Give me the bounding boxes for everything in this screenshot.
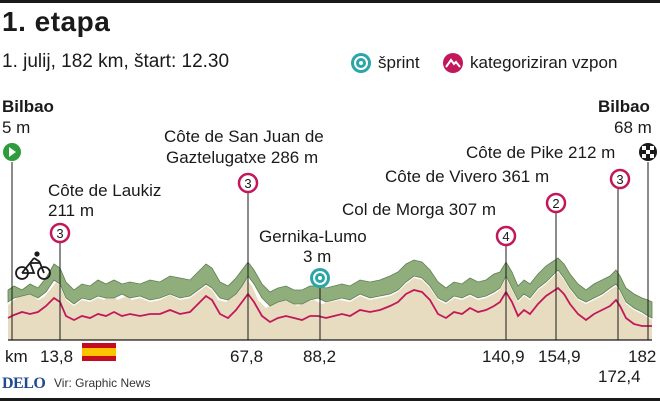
legend-climb: kategoriziran vzpon: [442, 52, 617, 74]
climb-icon: [443, 53, 463, 73]
sprint-icon: [351, 53, 371, 73]
climb-cat-pike: 3: [616, 172, 623, 187]
climb-badge-laukiz: 3: [49, 222, 71, 244]
finish-city: Bilbao: [598, 97, 650, 116]
km-pike: 172,4: [598, 367, 641, 386]
profile-fill: [8, 272, 652, 340]
start-icon: [3, 143, 21, 161]
legend-climb-label: kategoriziran vzpon: [470, 53, 618, 72]
km-sanjuan: 67,8: [230, 347, 264, 366]
spain-flag-icon: [82, 343, 116, 361]
climb-label-morga: Col de Morga 307 m: [342, 200, 497, 219]
climb-cat-vivero: 2: [552, 196, 559, 211]
top-rule: [0, 0, 660, 3]
climb-label-sanjuan-2: Gaztelugatxe 286 m: [166, 148, 319, 167]
legend-sprint-label: šprint: [378, 53, 420, 72]
climb-label-pike: Côte de Pike 212 m: [466, 143, 616, 162]
sprint-elevation: 3 m: [303, 247, 332, 266]
legend-sprint: šprint: [350, 52, 420, 74]
finish-flag-icon: [639, 143, 657, 161]
start-city: Bilbao: [2, 97, 54, 116]
terrain-ridge: [7, 257, 653, 319]
climb-label-vivero: Côte de Vivero 361 m: [385, 167, 550, 186]
route-line: [7, 286, 652, 327]
km-morga: 140,9: [482, 347, 525, 366]
climb-badge-sanjuan: 3: [237, 172, 259, 194]
climb-label-sanjuan: Côte de San Juan de: [164, 127, 324, 146]
cyclist-icon: [15, 251, 51, 280]
start-elevation: 5 m: [2, 118, 31, 137]
climb-cat-sanjuan: 3: [244, 176, 251, 191]
page-title: 1. etapa: [2, 6, 111, 37]
climb-badge-pike: 3: [609, 168, 631, 190]
sprint-marker-icon: [310, 268, 330, 288]
climb-cat-morga: 4: [502, 229, 509, 244]
climb-cat-laukiz: 3: [56, 226, 63, 241]
brand-logo: DELO: [2, 375, 46, 392]
climb-elev-laukiz: 211 m: [48, 201, 94, 220]
climb-badge-vivero: 2: [545, 192, 567, 214]
stage-subtitle: 1. julij, 182 km, štart: 12.30: [2, 51, 230, 72]
km-vivero: 154,9: [538, 347, 581, 366]
climb-label-laukiz: Côte de Laukiz: [48, 181, 162, 200]
km-laukiz: 13,8: [40, 347, 74, 366]
sprint-label: Gernika-Lumo: [259, 227, 367, 246]
km-unit-label: km: [5, 347, 28, 366]
bottom-rule: [0, 398, 660, 401]
source-note: Vir: Graphic News: [54, 376, 151, 390]
km-sprint: 88,2: [303, 347, 337, 366]
km-finish: 182: [628, 347, 657, 366]
finish-elevation: 68 m: [614, 118, 652, 137]
climb-badge-morga: 4: [495, 225, 517, 247]
